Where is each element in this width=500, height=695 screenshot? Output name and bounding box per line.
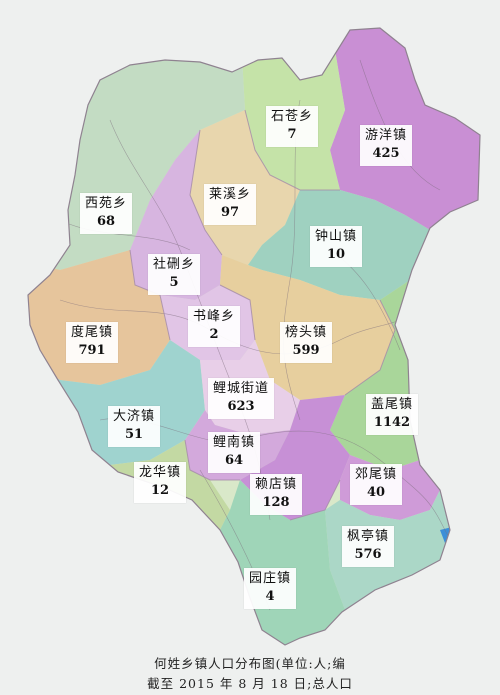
label-duwei: 度尾镇 791 xyxy=(66,322,119,363)
region-value: 51 xyxy=(124,427,144,442)
region-value: 40 xyxy=(366,485,386,500)
region-name: 鲤城街道 xyxy=(213,381,270,396)
region-name: 钟山镇 xyxy=(315,229,358,244)
label-lichengjd: 鲤城街道 623 xyxy=(208,378,275,419)
region-name: 西苑乡 xyxy=(85,196,128,211)
label-laidian: 赖店镇 128 xyxy=(250,474,303,515)
region-value: 623 xyxy=(227,399,255,414)
label-shicang: 石苍乡 7 xyxy=(266,106,319,147)
region-name: 大济镇 xyxy=(113,409,156,424)
label-zhongshan: 钟山镇 10 xyxy=(310,226,363,267)
caption-line2: 截至 2015 年 8 月 18 日;总人口 xyxy=(147,676,353,691)
label-xiyuan: 西苑乡 68 xyxy=(80,193,133,234)
label-daji: 大济镇 51 xyxy=(108,406,161,447)
map-caption: 何姓乡镇人口分布图(单位:人;编 截至 2015 年 8 月 18 日;总人口 xyxy=(0,654,500,694)
region-value: 97 xyxy=(220,205,240,220)
region-name: 游洋镇 xyxy=(365,128,408,143)
label-bangtou: 榜头镇 599 xyxy=(280,322,333,363)
label-shexun: 社硎乡 5 xyxy=(148,254,201,295)
county-map: 石苍乡 7 游洋镇 425 西苑乡 68 莱溪乡 97 钟山镇 10 社硎乡 5… xyxy=(27,27,481,646)
region-value: 10 xyxy=(326,247,346,262)
region-value: 7 xyxy=(287,127,297,142)
region-value: 791 xyxy=(78,343,106,358)
region-value: 599 xyxy=(292,343,320,358)
region-value: 1142 xyxy=(373,415,411,430)
region-name: 莱溪乡 xyxy=(209,187,252,202)
region-name: 龙华镇 xyxy=(139,465,182,480)
region-borders xyxy=(129,109,396,521)
region-value: 68 xyxy=(96,214,116,229)
label-shufeng: 书峰乡 2 xyxy=(188,306,241,347)
region-name: 书峰乡 xyxy=(193,309,236,324)
caption-line1: 何姓乡镇人口分布图(单位:人;编 xyxy=(154,656,346,671)
region-name: 枫亭镇 xyxy=(347,529,390,544)
region-value: 576 xyxy=(354,547,382,562)
region-name: 赖店镇 xyxy=(255,477,298,492)
label-linan: 鲤南镇 64 xyxy=(208,432,261,473)
region-fengting xyxy=(325,490,480,610)
region-name: 社硎乡 xyxy=(153,257,196,272)
region-name: 鲤南镇 xyxy=(213,435,256,450)
region-name: 园庄镇 xyxy=(249,571,292,586)
label-fengting: 枫亭镇 576 xyxy=(342,526,395,567)
region-value: 425 xyxy=(372,146,400,161)
region-value: 2 xyxy=(209,327,219,342)
region-value: 128 xyxy=(262,495,290,510)
label-yuanzhuang: 园庄镇 4 xyxy=(244,568,297,609)
region-name: 榜头镇 xyxy=(285,325,328,340)
label-longhua: 龙华镇 12 xyxy=(134,462,187,503)
region-name: 石苍乡 xyxy=(271,109,314,124)
region-name: 郊尾镇 xyxy=(355,467,398,482)
region-duwei xyxy=(28,250,170,385)
region-name: 盖尾镇 xyxy=(371,397,414,412)
region-value: 12 xyxy=(150,483,170,498)
label-laixi: 莱溪乡 97 xyxy=(204,184,257,225)
region-value: 4 xyxy=(265,589,275,604)
region-value: 64 xyxy=(224,453,244,468)
label-gaiwei: 盖尾镇 1142 xyxy=(366,394,419,435)
region-value: 5 xyxy=(169,275,179,290)
label-jiaowei: 郊尾镇 40 xyxy=(350,464,403,505)
label-youyang: 游洋镇 425 xyxy=(360,125,413,166)
region-name: 度尾镇 xyxy=(71,325,114,340)
